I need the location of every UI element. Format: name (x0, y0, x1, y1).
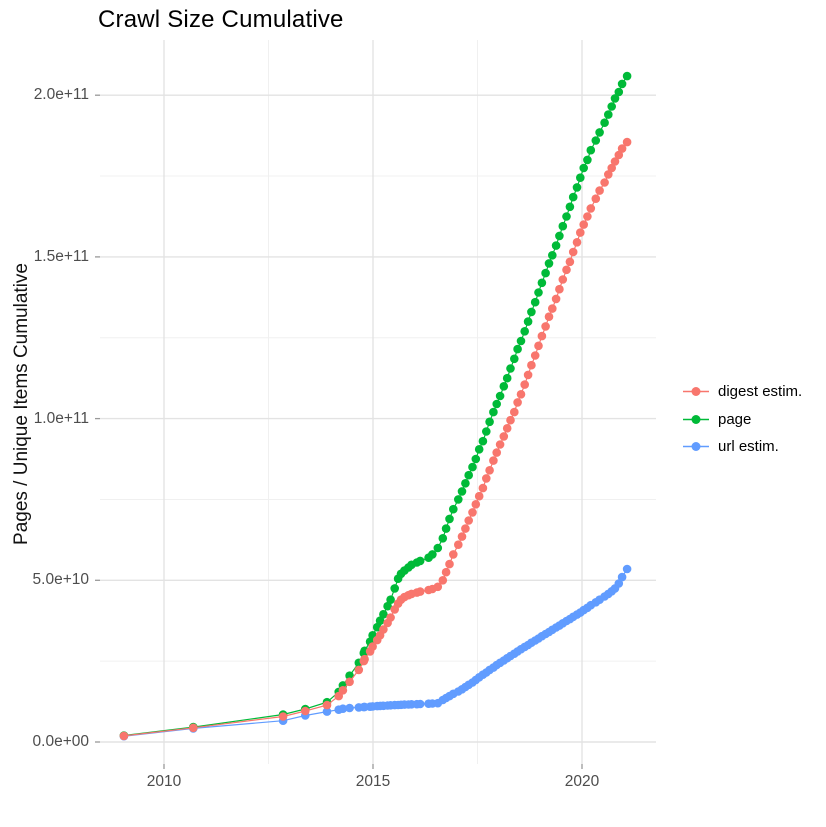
legend: digest estim. page url estim. (681, 378, 802, 461)
axis-ticks (95, 94, 583, 769)
x-tick-label: 2015 (355, 773, 391, 790)
y-tick-label: 2.0e+11 (33, 86, 89, 104)
y-tick-label: 1.5e+11 (33, 247, 89, 265)
chart-title: Crawl Size Cumulative (98, 6, 344, 33)
gridlines-major (100, 40, 656, 764)
legend-key-digest-icon (683, 387, 709, 397)
y-tick-label: 5.0e+10 (32, 571, 89, 589)
legend-key-url-icon (683, 442, 709, 452)
legend-item-url-estim: url estim. (681, 433, 802, 461)
x-tick-label: 2010 (146, 773, 182, 790)
series-digest-estim (119, 137, 632, 741)
y-tick-label: 0.0e+00 (32, 733, 89, 750)
x-tick-label: 2020 (564, 773, 600, 790)
legend-label: url estim. (718, 438, 779, 456)
series-url-estim (119, 564, 632, 741)
legend-key-page-icon (683, 414, 709, 424)
gridlines-minor (100, 40, 656, 764)
legend-item-digest-estim: digest estim. (681, 378, 802, 406)
legend-label: page (718, 410, 752, 428)
legend-label: digest estim. (718, 383, 803, 401)
y-tick-label: 1.0e+11 (33, 409, 89, 427)
legend-item-page: page (681, 406, 802, 434)
